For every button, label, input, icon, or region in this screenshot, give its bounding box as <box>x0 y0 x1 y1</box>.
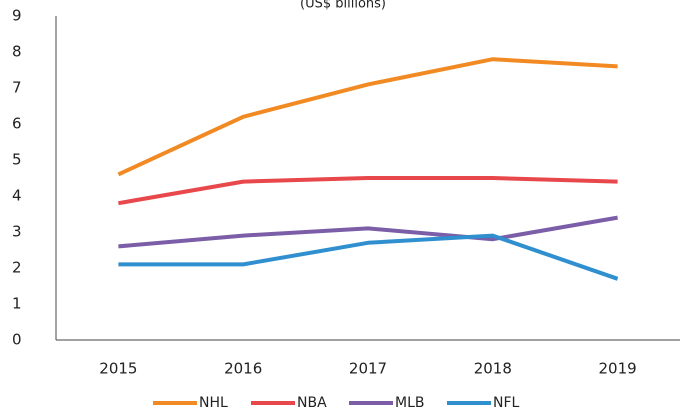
x-tick-label: 2015 <box>99 360 137 378</box>
line-series <box>118 176 618 206</box>
y-tick-label: 5 <box>12 151 22 169</box>
y-tick-label: 7 <box>12 79 22 97</box>
line-series <box>118 233 619 281</box>
legend-label: NBA <box>297 395 327 411</box>
y-tick-label: 1 <box>12 295 22 313</box>
x-tick-label: 2016 <box>224 360 262 378</box>
y-tick-label: 9 <box>12 7 22 25</box>
y-tick-label: 6 <box>12 115 22 133</box>
y-tick-label: 8 <box>12 43 22 61</box>
line-series <box>118 215 618 249</box>
x-tick-label: 2017 <box>349 360 387 378</box>
y-tick-label: 0 <box>12 331 22 349</box>
y-tick-label: 2 <box>12 259 22 277</box>
chart-subtitle: (US$ billions) <box>300 0 386 12</box>
legend-label: NFL <box>493 395 520 411</box>
legend-label: MLB <box>395 395 424 411</box>
x-tick-label: 2019 <box>599 360 637 378</box>
line-series <box>117 57 618 177</box>
y-tick-label: 4 <box>12 187 22 205</box>
y-tick-label: 3 <box>12 223 22 241</box>
legend-label: NHL <box>199 395 228 411</box>
x-tick-label: 2018 <box>474 360 512 378</box>
